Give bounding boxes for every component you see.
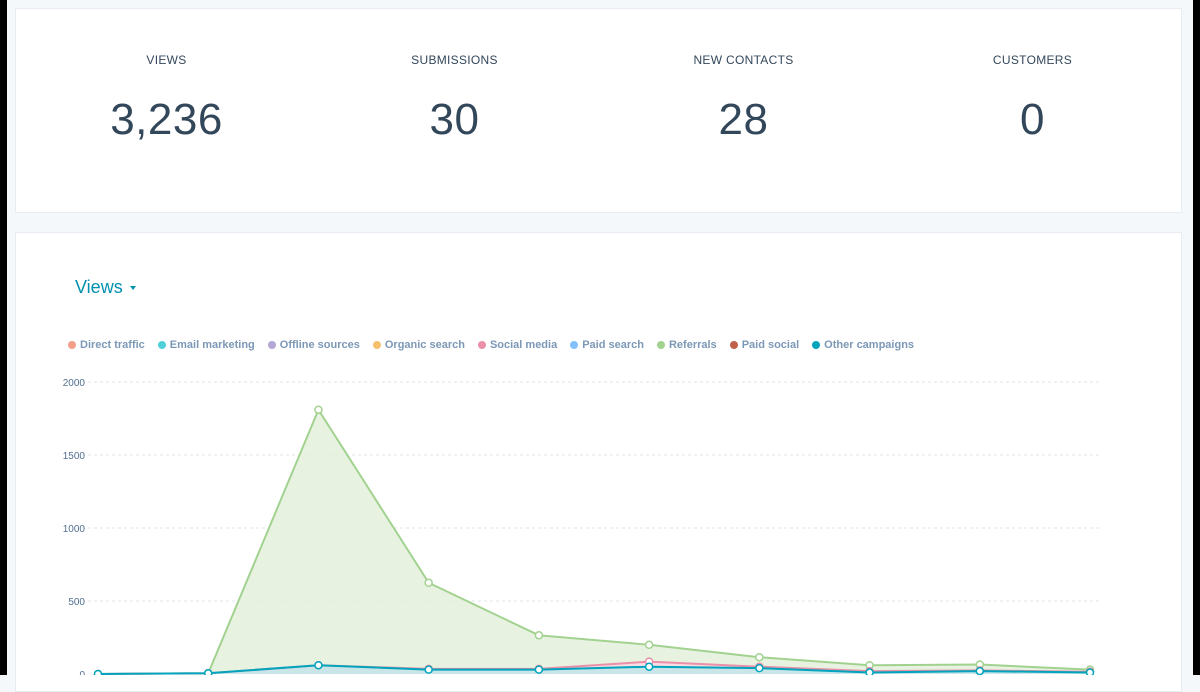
legend-dot-icon xyxy=(729,341,738,349)
point-other-campaigns xyxy=(1085,668,1095,675)
point-other-campaigns xyxy=(93,669,103,675)
views-area-chart: 0 500 1000 1500 2000 xyxy=(63,378,1100,675)
legend-dot-icon xyxy=(372,341,381,349)
stat-value: 3,236 xyxy=(110,95,223,144)
point-referrals xyxy=(755,652,764,662)
legend-label: Offline sources xyxy=(279,339,360,351)
point-other-campaigns xyxy=(424,665,433,674)
left-edge xyxy=(0,0,7,675)
legend-item-email-marketing[interactable]: Email marketing xyxy=(157,339,255,351)
legend-item-offline-sources[interactable]: Offline sources xyxy=(267,339,360,351)
point-other-campaigns xyxy=(975,666,985,675)
legend-dot-icon xyxy=(812,341,821,349)
legend-dot-icon xyxy=(570,341,579,349)
stat-label: VIEWS xyxy=(146,53,187,67)
legend-dot-icon xyxy=(477,341,486,349)
stat-value: 0 xyxy=(1020,95,1045,144)
point-referrals xyxy=(424,578,433,587)
legend-label: Paid search xyxy=(582,339,644,351)
legend-dot-icon xyxy=(157,341,166,349)
point-other-campaigns xyxy=(314,660,323,670)
legend-dot-icon xyxy=(656,341,665,349)
y-tick-label: 1500 xyxy=(63,451,86,462)
summary-stats-card: VIEWS 3,236 SUBMISSIONS 30 NEW CONTACTS … xyxy=(15,8,1182,213)
y-tick-label: 0 xyxy=(79,670,85,675)
legend-label: Referrals xyxy=(668,339,717,351)
legend-label: Direct traffic xyxy=(80,339,145,351)
legend-item-organic-search[interactable]: Organic search xyxy=(372,339,465,351)
legend-item-paid-social[interactable]: Paid social xyxy=(729,339,800,351)
line-other-campaigns xyxy=(97,664,1091,675)
stat-label: NEW CONTACTS xyxy=(693,53,794,67)
stat-label: CUSTOMERS xyxy=(992,53,1073,67)
legend-label: Other campaigns xyxy=(824,339,915,351)
stat-label: SUBMISSIONS xyxy=(411,53,498,67)
metric-dropdown[interactable]: Views xyxy=(75,277,136,298)
legend-item-social-media[interactable]: Social media xyxy=(477,339,558,351)
legend-item-direct-traffic[interactable]: Direct traffic xyxy=(68,339,145,351)
y-tick-label: 500 xyxy=(68,597,85,608)
legend-dot-icon xyxy=(68,341,76,349)
legend-label: Paid social xyxy=(741,339,800,351)
line-referrals xyxy=(97,407,1091,675)
point-referrals xyxy=(534,631,544,640)
y-tick-label: 1000 xyxy=(63,524,86,535)
point-referrals xyxy=(644,640,654,650)
chart-legend: Direct traffic Email marketing Offline sou… xyxy=(68,339,927,351)
y-tick-label: 2000 xyxy=(63,378,86,389)
legend-label: Email marketing xyxy=(169,339,255,351)
point-other-campaigns xyxy=(755,663,764,673)
metric-dropdown-label: Views xyxy=(75,277,123,297)
right-edge xyxy=(1193,0,1200,675)
views-chart-card: Views Direct traffic Email marketing Offli… xyxy=(15,232,1182,692)
legend-item-referrals[interactable]: Referrals xyxy=(656,339,717,351)
point-other-campaigns xyxy=(865,668,874,675)
caret-down-icon xyxy=(129,286,136,290)
legend-label: Social media xyxy=(489,339,558,351)
legend-dot-icon xyxy=(267,341,276,349)
legend-label: Organic search xyxy=(384,339,465,351)
legend-item-other-campaigns[interactable]: Other campaigns xyxy=(812,339,914,351)
stat-value: 30 xyxy=(429,95,480,144)
area-referrals xyxy=(98,409,1090,674)
point-other-campaigns xyxy=(644,662,654,671)
point-other-campaigns xyxy=(203,669,213,675)
legend-item-paid-search[interactable]: Paid search xyxy=(570,339,644,351)
point-referrals xyxy=(314,405,323,414)
stat-value: 28 xyxy=(718,95,769,144)
point-other-campaigns xyxy=(534,665,544,674)
